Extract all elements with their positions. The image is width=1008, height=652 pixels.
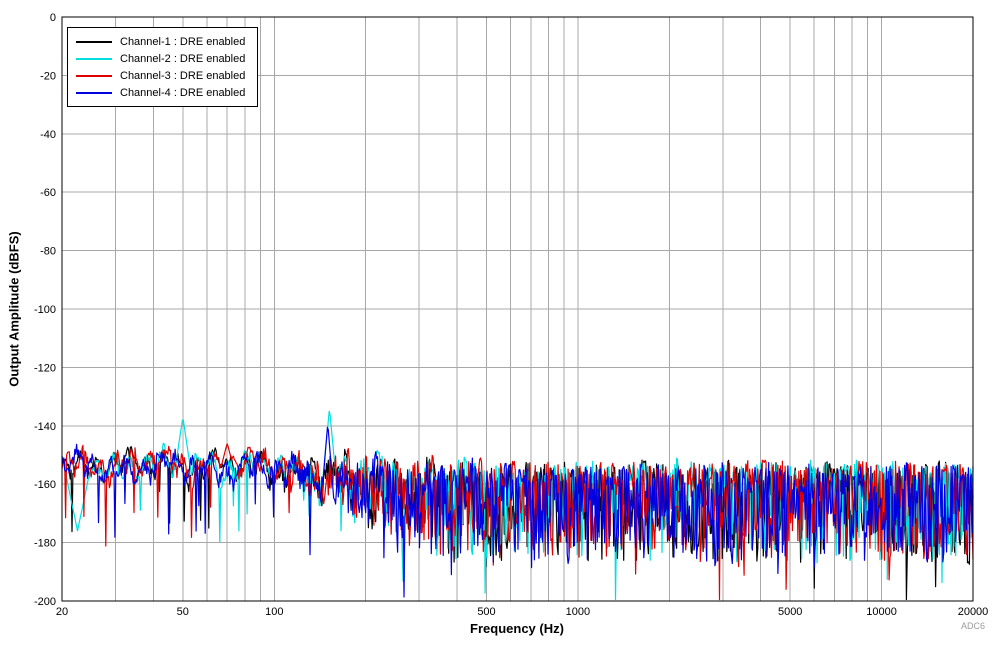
y-tick-label: -140 bbox=[34, 421, 56, 433]
y-tick-label: -40 bbox=[40, 129, 56, 141]
x-tick-label: 500 bbox=[477, 606, 495, 618]
y-tick-label: -120 bbox=[34, 362, 56, 374]
y-tick-label: -60 bbox=[40, 187, 56, 199]
legend-item: Channel-1 : DRE enabled bbox=[76, 33, 245, 50]
legend: Channel-1 : DRE enabled Channel-2 : DRE e… bbox=[67, 27, 259, 107]
legend-swatch bbox=[76, 57, 112, 60]
legend-item: Channel-2 : DRE enabled bbox=[76, 50, 245, 67]
legend-swatch bbox=[76, 40, 112, 43]
x-tick-label: 5000 bbox=[778, 606, 802, 618]
y-tick-labels: 0 -20 -40 -60 -80 -100 -120 -140 -160 -180 -200 bbox=[34, 12, 56, 608]
legend-swatch bbox=[76, 91, 112, 94]
y-tick-label: -80 bbox=[40, 246, 56, 258]
x-tick-label: 10000 bbox=[866, 606, 897, 618]
legend-swatch bbox=[76, 74, 112, 77]
x-axis-title: Frequency (Hz) bbox=[470, 621, 564, 636]
legend-item: Channel-4 : DRE enabled bbox=[76, 84, 245, 101]
legend-label: Channel-4 : DRE enabled bbox=[120, 86, 246, 99]
y-tick-label: 0 bbox=[50, 12, 56, 24]
series-line-channel-4 bbox=[61, 426, 974, 598]
x-tick-label: 100 bbox=[265, 606, 283, 618]
plot-border bbox=[61, 16, 974, 602]
y-axis-title: Output Amplitude (dBFS) bbox=[6, 231, 22, 387]
y-tick-label: -180 bbox=[34, 538, 56, 550]
y-tick-label: -100 bbox=[34, 304, 56, 316]
legend-label: Channel-1 : DRE enabled bbox=[120, 35, 246, 48]
y-tick-label: -160 bbox=[34, 479, 56, 491]
legend-label: Channel-2 : DRE enabled bbox=[120, 52, 246, 65]
series-lines bbox=[61, 410, 974, 601]
x-tick-label: 20000 bbox=[958, 606, 989, 618]
x-tick-label: 20 bbox=[56, 606, 68, 618]
x-tick-label: 50 bbox=[177, 606, 189, 618]
watermark: ADC6 bbox=[961, 621, 986, 631]
y-tick-label: -20 bbox=[40, 70, 56, 82]
y-tick-label: -200 bbox=[34, 596, 56, 608]
x-tick-label: 1000 bbox=[566, 606, 590, 618]
legend-label: Channel-3 : DRE enabled bbox=[120, 69, 246, 82]
legend-item: Channel-3 : DRE enabled bbox=[76, 67, 245, 84]
x-tick-labels: 20 50 100 500 1000 5000 10000 20000 bbox=[56, 606, 988, 618]
